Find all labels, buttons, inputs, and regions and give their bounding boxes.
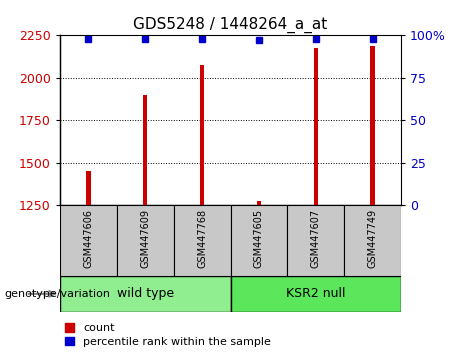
Bar	[174, 205, 230, 276]
Bar	[370, 46, 375, 205]
Bar	[60, 276, 230, 312]
Bar	[117, 205, 174, 276]
Bar	[230, 276, 401, 312]
Bar	[86, 171, 91, 205]
Text: GSM447606: GSM447606	[83, 209, 94, 268]
Text: genotype/variation: genotype/variation	[5, 289, 111, 299]
Text: KSR2 null: KSR2 null	[286, 287, 346, 300]
Bar	[287, 205, 344, 276]
Text: GSM447605: GSM447605	[254, 209, 264, 268]
Bar	[143, 95, 148, 205]
Text: GSM447768: GSM447768	[197, 209, 207, 268]
Bar	[257, 201, 261, 205]
Bar	[344, 205, 401, 276]
Bar	[200, 65, 204, 205]
Text: wild type: wild type	[117, 287, 174, 300]
Text: GSM447609: GSM447609	[140, 209, 150, 268]
Legend: count, percentile rank within the sample: count, percentile rank within the sample	[65, 323, 271, 347]
Text: GSM447607: GSM447607	[311, 209, 321, 268]
Text: GSM447749: GSM447749	[367, 209, 378, 268]
Bar	[60, 205, 117, 276]
Bar	[313, 48, 318, 205]
Bar	[230, 205, 287, 276]
Title: GDS5248 / 1448264_a_at: GDS5248 / 1448264_a_at	[133, 16, 328, 33]
